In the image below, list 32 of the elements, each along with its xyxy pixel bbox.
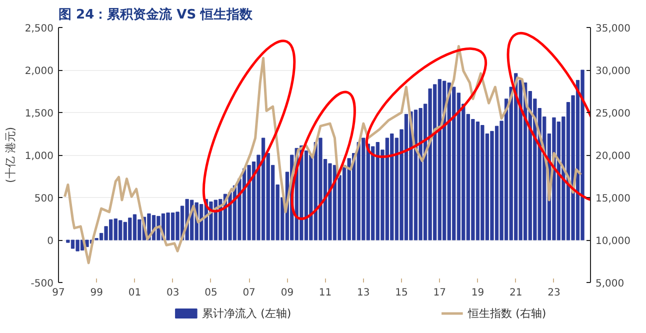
y-axis-title: (十亿 港元) (4, 126, 17, 184)
y2-tick-label: 30,000 (596, 66, 630, 77)
y-tick-label: 2,500 (24, 24, 54, 34)
x-tick-label: 09 (280, 288, 294, 298)
y2-tick-label: 15,000 (596, 194, 630, 204)
x-tick-label: 23 (548, 288, 560, 298)
x-tick-label: 15 (395, 288, 408, 298)
x-tick-label: 97 (52, 288, 65, 298)
y-tick-label: 0 (47, 236, 54, 247)
y2-tick-label: 25,000 (596, 108, 630, 120)
y-tick-label: 500 (34, 194, 54, 204)
x-tick-label: 13 (357, 288, 370, 298)
legend-label: 累计净流入 (左轴) (202, 307, 292, 320)
x-tick-label: 11 (318, 288, 332, 298)
legend-label: 恒生指数 (右轴) (467, 307, 546, 320)
x-tick-label: 05 (204, 288, 218, 298)
y-tick-label: -500 (30, 278, 54, 290)
x-tick-label: 99 (90, 288, 103, 298)
x-tick-label: 21 (510, 288, 522, 298)
x-tick-label: 19 (471, 288, 484, 298)
y-tick-label: 2,000 (24, 66, 54, 77)
x-tick-label: 07 (242, 288, 256, 298)
y2-tick-label: 10,000 (596, 236, 630, 247)
y2-tick-label: 20,000 (596, 151, 630, 162)
y-tick-label: 1,500 (24, 108, 54, 120)
x-tick-label: 01 (128, 288, 142, 298)
x-tick-label: 17 (433, 288, 446, 298)
y-tick-label: 1,000 (24, 151, 54, 162)
y2-tick-label: 35,000 (596, 24, 630, 34)
chart-title: 图 24：累积资金流 VS 恒生指数 (58, 6, 254, 22)
x-tick-label: 03 (166, 288, 180, 298)
y2-tick-label: 5,000 (596, 278, 624, 290)
